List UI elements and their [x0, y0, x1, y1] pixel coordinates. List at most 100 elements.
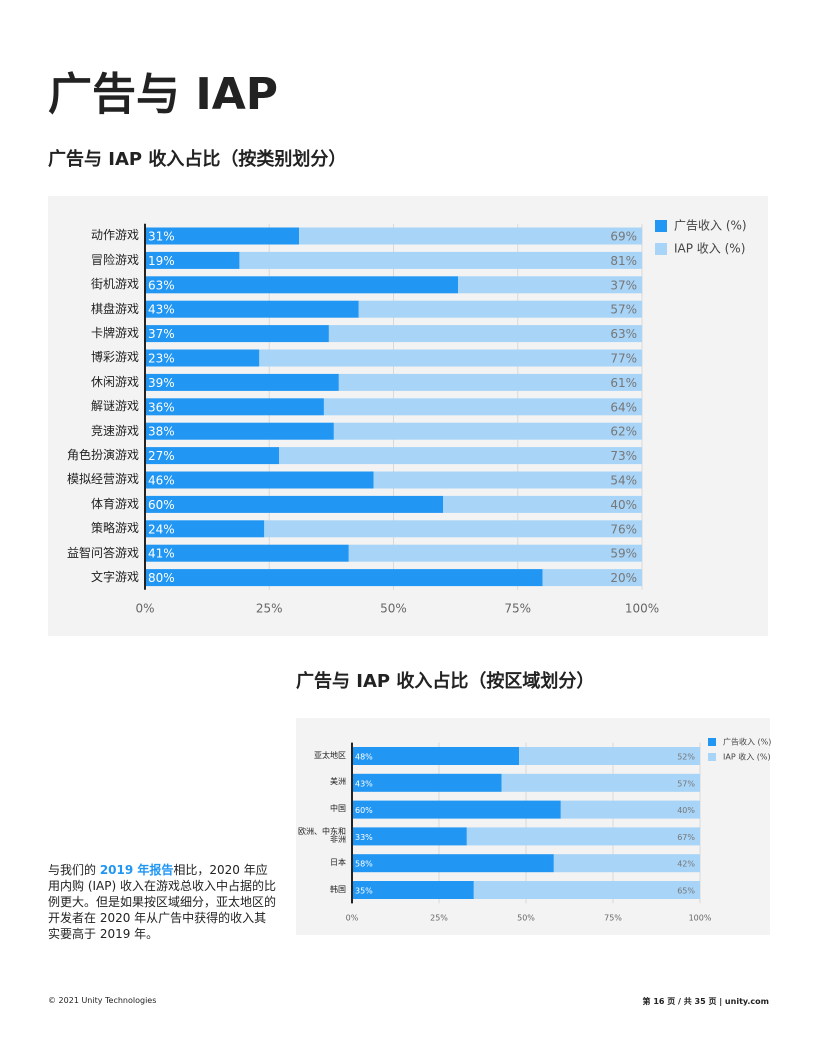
value-label: 54% [610, 474, 637, 488]
bar-segment [323, 398, 642, 416]
value-label: 37% [148, 327, 175, 341]
bar-segment [299, 227, 642, 245]
category-label: 日本 [330, 858, 346, 867]
bar-segment [145, 422, 334, 440]
bar-segment [145, 276, 459, 294]
chart-title: 广告与 IAP 收入占比（按区域划分） [296, 670, 594, 692]
value-label: 76% [610, 522, 637, 536]
value-label: 67% [677, 833, 695, 842]
bar-segment [458, 276, 642, 294]
body-text: 与我们的 2019 年报告相比，2020 年应用内购 (IAP) 收入在游戏总收… [48, 862, 276, 942]
value-label: 24% [148, 522, 175, 536]
value-label: 37% [610, 278, 637, 292]
x-tick-label: 100% [689, 914, 712, 923]
value-label: 77% [610, 352, 637, 366]
bar-segment [519, 747, 700, 765]
category-label: 欧洲、中东和非洲 [298, 826, 346, 845]
bar-segment [239, 251, 642, 269]
bar-segment [333, 422, 642, 440]
value-label: 63% [610, 327, 637, 341]
bar-segment [352, 881, 474, 899]
category-label: 街机游戏 [90, 277, 139, 292]
bar-segment [501, 773, 700, 792]
bar-segment [560, 800, 700, 819]
category-label: 街机游戏 [90, 277, 139, 292]
value-label: 42% [677, 860, 695, 869]
bar-segment [145, 495, 444, 513]
category-label: 体育游戏 [91, 497, 139, 510]
legend-label: IAP 收入 (%) [723, 752, 771, 762]
bar-segment [279, 447, 642, 465]
bar-segment [145, 349, 260, 367]
value-label: 48% [355, 753, 373, 762]
category-label: 中国 [330, 804, 346, 814]
category-label: 棋盘游戏 [90, 301, 139, 316]
text: 相比，2020 年应用内购 (IAP) 收入在游戏总收入中占据的比例更大。但是如… [48, 863, 277, 941]
value-label: 62% [610, 425, 637, 439]
value-label: 43% [148, 303, 175, 317]
legend-swatch [708, 753, 716, 761]
bar-segment [542, 569, 642, 587]
value-label: 33% [355, 833, 373, 842]
value-label: 31% [148, 230, 175, 244]
category-label: 美洲 [330, 777, 346, 787]
category-label: 文字游戏 [90, 569, 139, 584]
value-label: 73% [610, 449, 637, 463]
category-label: 策略游戏 [90, 521, 139, 536]
category-label: 益智问答游戏 [67, 546, 139, 559]
value-label: 57% [610, 303, 637, 317]
report-link[interactable]: 2019 年报告 [99, 863, 174, 877]
bar-segment [373, 471, 642, 489]
category-label: 欧洲、中东和非洲 [298, 826, 346, 845]
category-label: 动作游戏 [90, 228, 139, 243]
value-label: 41% [148, 547, 175, 561]
category-label: 动作游戏 [90, 228, 139, 243]
bar-segment [145, 325, 329, 343]
category-label: 休闲游戏 [90, 374, 139, 389]
page-title: 广告与 IAP [48, 69, 278, 120]
value-label: 40% [610, 498, 637, 512]
x-tick-label: 75% [604, 914, 622, 923]
value-label: 60% [355, 806, 373, 815]
x-tick-label: 0% [346, 914, 359, 923]
page-number: 第 16 页 / 共 35 页 | unity.com [642, 997, 769, 1006]
bar-segment [145, 447, 280, 465]
value-label: 23% [148, 352, 175, 366]
category-label: 休闲游戏 [90, 374, 139, 389]
category-label: 美洲 [330, 777, 346, 787]
value-label: 46% [148, 474, 175, 488]
value-label: 20% [610, 571, 637, 585]
value-label: 57% [677, 779, 695, 788]
value-label: 19% [148, 254, 175, 268]
bar-segment [328, 325, 642, 343]
value-label: 61% [610, 376, 637, 390]
bar-segment [352, 854, 554, 873]
category-label: 模拟经营游戏 [66, 472, 139, 487]
category-label: 角色扮演游戏 [67, 448, 139, 461]
category-label: 竞速游戏 [90, 423, 139, 438]
text: 与我们的 [48, 863, 100, 877]
bar-segment [145, 569, 543, 587]
value-label: 60% [148, 498, 175, 512]
bar-segment [145, 544, 349, 562]
value-label: 81% [610, 254, 637, 268]
bar-segment [145, 300, 359, 318]
category-label: 韩国 [330, 884, 346, 894]
category-label: 博彩游戏 [90, 350, 139, 365]
category-label: 策略游戏 [90, 521, 139, 536]
x-tick-label: 50% [517, 914, 535, 923]
category-label: 竞速游戏 [90, 423, 139, 438]
value-label: 35% [355, 887, 373, 896]
value-label: 64% [610, 400, 637, 414]
bar-segment [352, 800, 561, 819]
bar-segment [443, 495, 642, 513]
legend-label: IAP 收入 (%) [674, 242, 745, 256]
bar-segment [145, 373, 339, 391]
category-label: 棋盘游戏 [90, 301, 139, 316]
bar-segment [145, 471, 374, 489]
bar-segment [145, 398, 324, 416]
category-label: 解谜游戏 [90, 399, 139, 414]
chart-panel [48, 196, 768, 636]
